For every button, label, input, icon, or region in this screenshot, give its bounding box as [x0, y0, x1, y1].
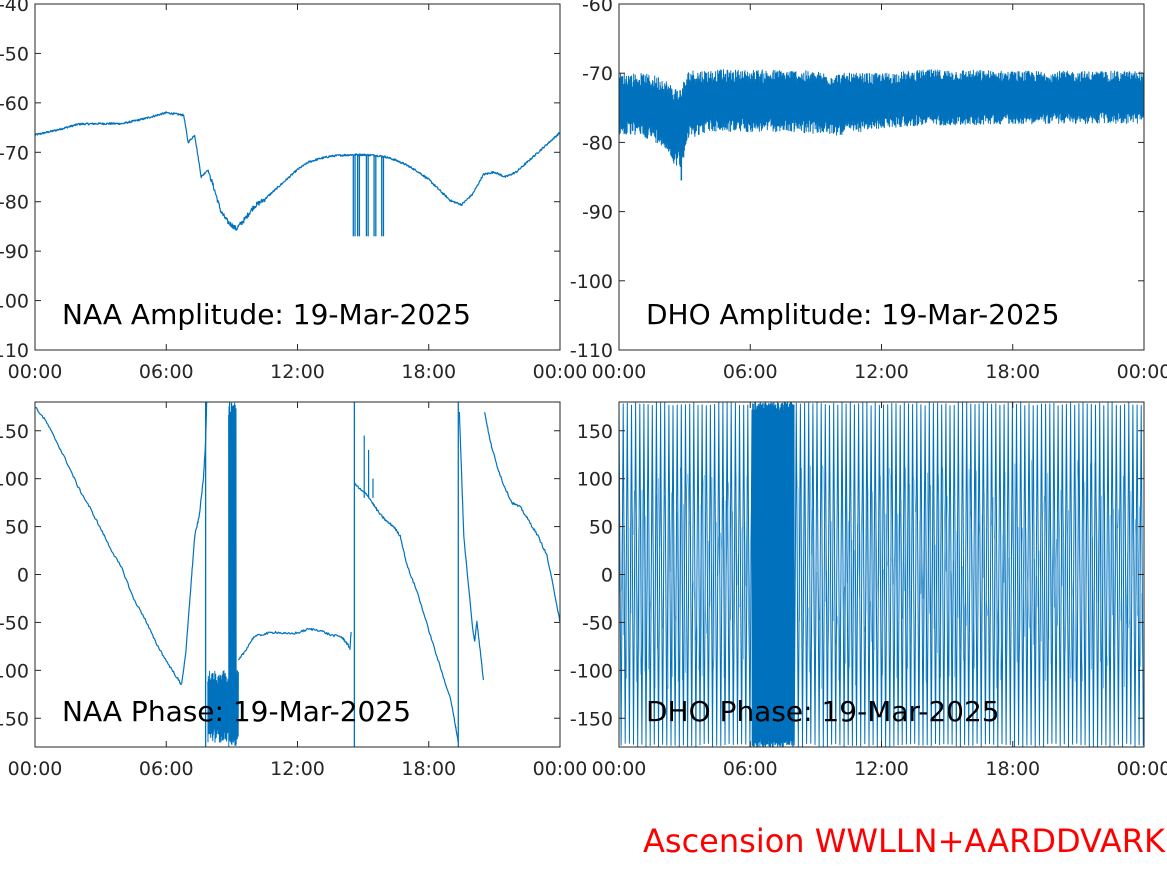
- panel-title: DHO Phase: 19-Mar-2025: [646, 695, 1000, 728]
- y-tick-label: -100: [0, 660, 29, 682]
- y-tick-label: -90: [582, 202, 613, 224]
- y-tick-label: -60: [582, 0, 613, 16]
- y-tick-label: -80: [0, 192, 29, 214]
- panel-naa-phase: 00:00 06:00 12:00 18:00 00:00 -150 -100 -50 0 50 1…: [0, 401, 588, 780]
- y-tick-label: -100: [570, 660, 613, 682]
- station-footer: Ascension WWLLN+AARDDVARK: [643, 822, 1165, 860]
- x-tick-label: 12:00: [270, 758, 325, 780]
- y-tick-label: -100: [570, 271, 613, 293]
- x-tick-label: 00:00: [1117, 361, 1167, 383]
- y-tick-label: -110: [570, 340, 613, 362]
- y-tick-label: 50: [5, 517, 29, 539]
- x-tick-label: 00:00: [533, 758, 588, 780]
- plot-area: [619, 69, 1144, 181]
- panel-title: NAA Phase: 19-Mar-2025: [62, 695, 411, 728]
- y-tick-label: -150: [0, 708, 29, 730]
- series-fill: [619, 459, 1144, 689]
- panel-title: DHO Amplitude: 19-Mar-2025: [646, 298, 1060, 331]
- panel-title: NAA Amplitude: 19-Mar-2025: [62, 298, 471, 331]
- y-tick-label: -60: [0, 93, 29, 115]
- noise-band: [228, 402, 237, 747]
- x-tick-label: 18:00: [401, 361, 456, 383]
- phase-segment: [35, 406, 183, 686]
- phase-segment: [181, 402, 208, 684]
- plot-area: [35, 402, 560, 747]
- x-tick-label: 18:00: [401, 758, 456, 780]
- series-line: [35, 111, 560, 231]
- series-line: [619, 69, 1144, 167]
- y-tick-label: -70: [0, 142, 29, 164]
- y-tick-label: -50: [0, 612, 29, 634]
- y-tick-label: 100: [0, 469, 29, 491]
- y-tick-label: -80: [582, 132, 613, 154]
- x-tick-label: 06:00: [723, 361, 778, 383]
- x-tick-label: 06:00: [139, 758, 194, 780]
- y-tick-label: 0: [601, 565, 613, 587]
- y-tick-label: 0: [17, 565, 29, 587]
- x-tick-label: 00:00: [8, 361, 63, 383]
- y-tick-label: -150: [570, 708, 613, 730]
- y-tick-label: -110: [0, 340, 29, 362]
- phase-segment: [458, 411, 484, 680]
- x-tick-label: 00:00: [592, 758, 647, 780]
- y-tick-label: 150: [577, 421, 613, 443]
- x-tick-label: 12:00: [270, 361, 325, 383]
- y-tick-label: -90: [0, 241, 29, 263]
- y-tick-label: -100: [0, 291, 29, 313]
- y-tick-label: -50: [582, 612, 613, 634]
- x-tick-label: 12:00: [854, 758, 909, 780]
- y-tick-label: 50: [589, 517, 613, 539]
- x-tick-label: 00:00: [592, 361, 647, 383]
- plot-area: [619, 402, 1144, 747]
- panel-naa-amplitude: 00:0006:0012:0018:0000:00-110-100-90-80-…: [0, 0, 587, 383]
- phase-segment: [483, 412, 560, 623]
- series-line: [619, 402, 1144, 747]
- y-tick-label: 100: [577, 469, 613, 491]
- phase-segment: [237, 627, 352, 661]
- y-tick-label: -70: [582, 63, 613, 85]
- x-tick-label: 00:00: [8, 758, 63, 780]
- x-tick-label: 06:00: [139, 361, 194, 383]
- panel-dho-amplitude: 00:00 06:00 12:00 18:00 00:00-110-100-90-80-…: [570, 0, 1167, 383]
- x-tick-label: 00:00: [1117, 758, 1167, 780]
- phase-segment: [353, 482, 459, 743]
- x-tick-label: 12:00: [854, 361, 909, 383]
- x-tick-label: 00:00: [533, 361, 588, 383]
- x-tick-label: 18:00: [985, 758, 1040, 780]
- x-tick-label: 18:00: [985, 361, 1040, 383]
- panel-dho-phase: 00:00 06:00 12:00 18:00 00:00 -150 -100 -50 0 50 1…: [570, 401, 1167, 780]
- y-tick-label: -40: [0, 0, 29, 16]
- plot-area: [35, 111, 560, 237]
- y-tick-label: -50: [0, 43, 29, 65]
- x-tick-label: 06:00: [723, 758, 778, 780]
- y-tick-label: 150: [0, 421, 29, 443]
